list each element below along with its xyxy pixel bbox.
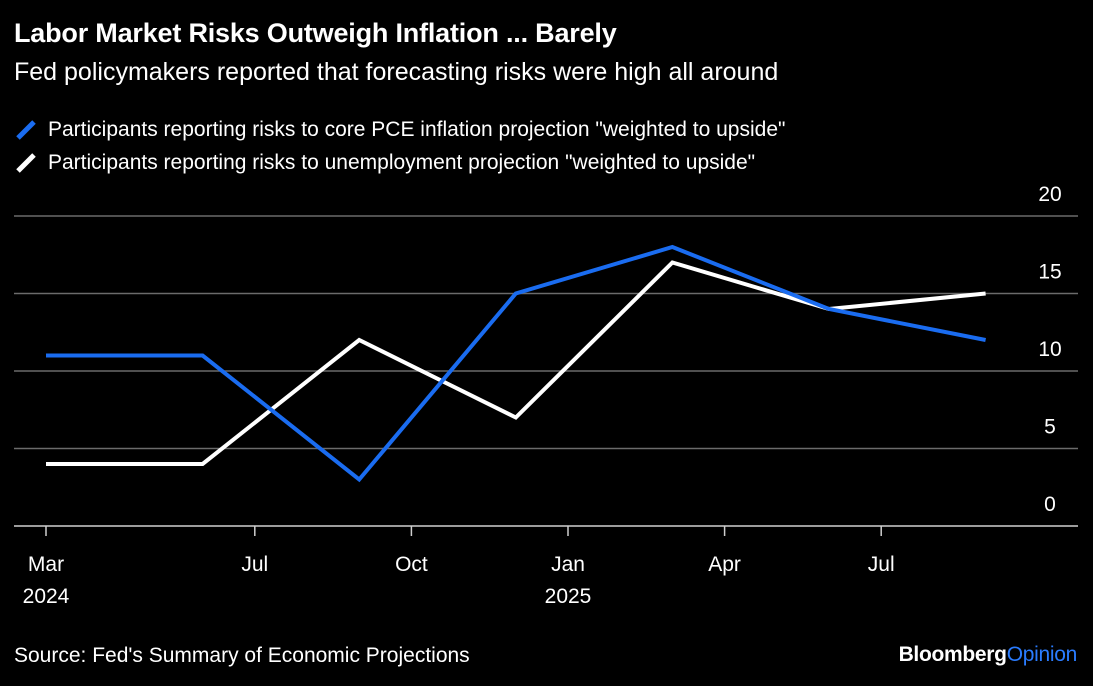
x-tick-label-apr-4: Apr xyxy=(708,553,741,576)
x-tick-year-2024: 2024 xyxy=(23,585,70,608)
y-tick-label-5: 5 xyxy=(1044,416,1056,439)
brand-name: Bloomberg xyxy=(898,643,1007,666)
x-tick-year-2025: 2025 xyxy=(545,585,592,608)
x-tick-label-jan-3: Jan xyxy=(551,553,585,576)
legend: Participants reporting risks to core PCE… xyxy=(14,113,785,179)
brand-logo: BloombergOpinion xyxy=(898,643,1078,667)
legend-label-inflation: Participants reporting risks to core PCE… xyxy=(48,117,786,141)
chart-subtitle: Fed policymakers reported that forecasti… xyxy=(14,58,779,86)
x-tick-label-oct-2: Oct xyxy=(395,553,428,576)
legend-swatch-inflation xyxy=(16,119,36,140)
legend-item-inflation: Participants reporting risks to core PCE… xyxy=(14,113,785,146)
x-tick-label-jul-5: Jul xyxy=(868,553,895,576)
y-tick-label-20: 20 xyxy=(1038,183,1061,206)
legend-swatch-unemployment xyxy=(16,152,36,173)
chart-title: Labor Market Risks Outweigh Inflation ..… xyxy=(14,18,617,48)
source-note: Source: Fed's Summary of Economic Projec… xyxy=(14,644,470,667)
y-tick-label-10: 10 xyxy=(1038,338,1061,361)
y-tick-label-0: 0 xyxy=(1044,493,1056,516)
legend-label-unemployment: Participants reporting risks to unemploy… xyxy=(48,150,756,174)
legend-item-unemployment: Participants reporting risks to unemploy… xyxy=(14,146,785,179)
x-tick-label-jul-1: Jul xyxy=(241,553,268,576)
brand-accent: Opinion xyxy=(1006,643,1078,666)
x-tick-label-mar-0: Mar xyxy=(28,553,64,576)
y-tick-label-15: 15 xyxy=(1038,261,1061,284)
series-line-inflation xyxy=(46,244,986,483)
